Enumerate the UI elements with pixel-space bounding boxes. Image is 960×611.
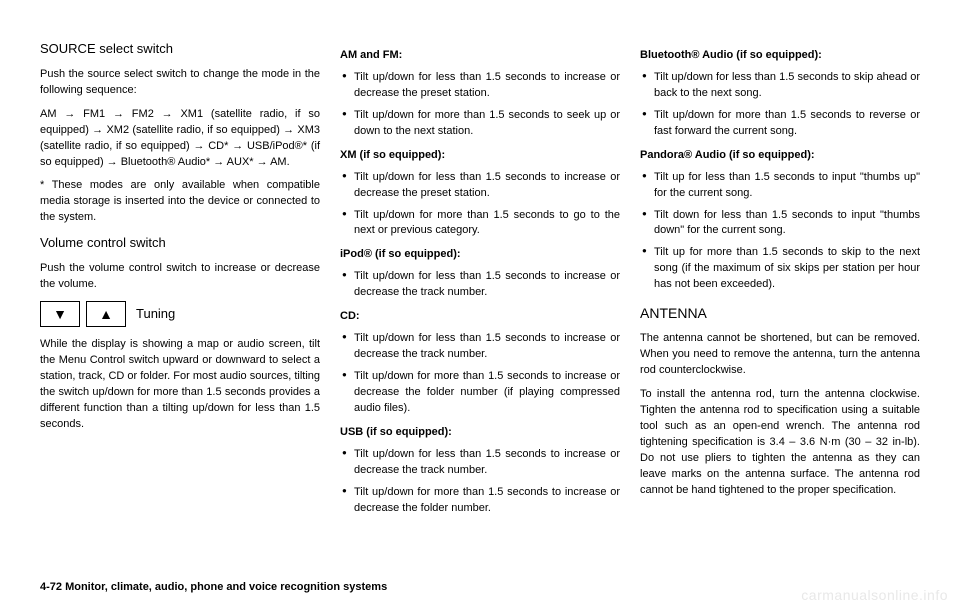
bullet-list: Tilt up/down for less than 1.5 seconds t…	[340, 331, 620, 417]
page-content: SOURCE select switch Push the source sel…	[0, 0, 960, 560]
list-item: Tilt up/down for less than 1.5 seconds t…	[340, 269, 620, 301]
list-item: Tilt up/down for less than 1.5 seconds t…	[640, 70, 920, 102]
list-item: Tilt up for less than 1.5 seconds to inp…	[640, 170, 920, 202]
list-item: Tilt up/down for more than 1.5 seconds t…	[340, 485, 620, 517]
bullet-list: Tilt up for less than 1.5 seconds to inp…	[640, 170, 920, 294]
heading-pandora: Pandora® Audio (if so equipped):	[640, 148, 920, 164]
tuning-icons-row: ▼ ▲ Tuning	[40, 301, 320, 327]
up-arrow-icon: ▲	[86, 301, 126, 327]
bullet-list: Tilt up/down for less than 1.5 seconds t…	[340, 269, 620, 301]
heading-antenna: ANTENNA	[640, 303, 920, 323]
list-item: Tilt up/down for more than 1.5 seconds t…	[640, 108, 920, 140]
list-item: Tilt up/down for less than 1.5 seconds t…	[340, 70, 620, 102]
bullet-list: Tilt up/down for less than 1.5 seconds t…	[340, 70, 620, 140]
heading-bluetooth: Bluetooth® Audio (if so equipped):	[640, 48, 920, 64]
para: AM → FM1 → FM2 → XM1 (satellite radio, i…	[40, 107, 320, 171]
page-footer: 4-72 Monitor, climate, audio, phone and …	[40, 581, 387, 593]
list-item: Tilt up/down for more than 1.5 seconds t…	[340, 369, 620, 417]
column-2: AM and FM: Tilt up/down for less than 1.…	[340, 40, 620, 540]
down-arrow-icon: ▼	[40, 301, 80, 327]
list-item: Tilt up/down for more than 1.5 seconds t…	[340, 208, 620, 240]
list-item: Tilt up/down for less than 1.5 seconds t…	[340, 331, 620, 363]
para: Push the source select switch to change …	[40, 67, 320, 99]
watermark: carmanualsonline.info	[801, 587, 948, 603]
bullet-list: Tilt up/down for less than 1.5 seconds t…	[340, 447, 620, 517]
heading-ipod: iPod® (if so equipped):	[340, 247, 620, 263]
para: While the display is showing a map or au…	[40, 337, 320, 433]
bullet-list: Tilt up/down for less than 1.5 seconds t…	[340, 170, 620, 240]
tuning-label: Tuning	[136, 305, 175, 324]
heading-am-fm: AM and FM:	[340, 48, 620, 64]
heading-cd: CD:	[340, 309, 620, 325]
list-item: Tilt up/down for more than 1.5 seconds t…	[340, 108, 620, 140]
list-item: Tilt up/down for less than 1.5 seconds t…	[340, 170, 620, 202]
bullet-list: Tilt up/down for less than 1.5 seconds t…	[640, 70, 920, 140]
heading-usb: USB (if so equipped):	[340, 425, 620, 441]
heading-xm: XM (if so equipped):	[340, 148, 620, 164]
para: * These modes are only available when co…	[40, 178, 320, 226]
list-item: Tilt up/down for less than 1.5 seconds t…	[340, 447, 620, 479]
heading-volume-control: Volume control switch	[40, 234, 320, 253]
heading-source-select: SOURCE select switch	[40, 40, 320, 59]
list-item: Tilt down for less than 1.5 seconds to i…	[640, 208, 920, 240]
para: The antenna cannot be shortened, but can…	[640, 331, 920, 379]
para: Push the volume control switch to increa…	[40, 261, 320, 293]
para: To install the antenna rod, turn the ant…	[640, 387, 920, 499]
column-1: SOURCE select switch Push the source sel…	[40, 40, 320, 540]
column-3: Bluetooth® Audio (if so equipped): Tilt …	[640, 40, 920, 540]
list-item: Tilt up for more than 1.5 seconds to ski…	[640, 245, 920, 293]
